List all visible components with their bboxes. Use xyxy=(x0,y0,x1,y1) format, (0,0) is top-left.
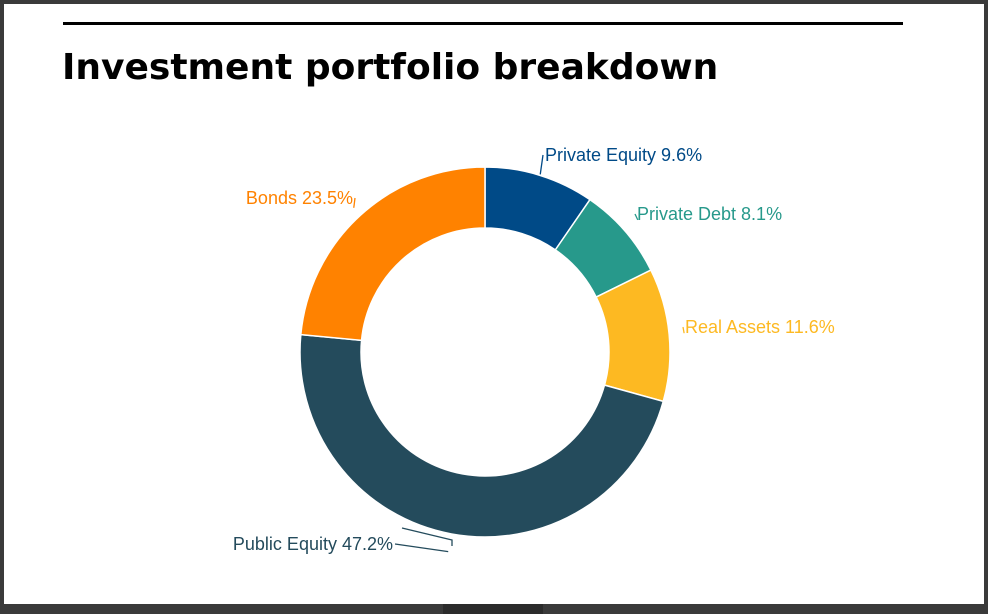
leader-line-private-debt xyxy=(634,213,639,221)
slice-label-bonds: Bonds 23.5% xyxy=(246,188,353,208)
chart-frame: Investment portfolio breakdown Private E… xyxy=(4,4,984,604)
leader-bracket-public-equity xyxy=(401,527,453,546)
leader-line-private-equity xyxy=(539,154,544,175)
leader-line-bonds xyxy=(353,197,356,208)
labels-group: Private Equity 9.6% Private Debt 8.1% Real… xyxy=(233,145,835,554)
slice-public-equity xyxy=(299,333,665,538)
leader-line-public-equity xyxy=(394,543,449,553)
chart-title: Investment portfolio breakdown xyxy=(62,47,719,88)
donut-chart: Private Equity 9.6% Private Debt 8.1% Real… xyxy=(233,145,835,554)
slice-label-public-equity: Public Equity 47.2% xyxy=(233,534,393,554)
window-bottom-tab xyxy=(443,604,543,614)
slice-label-real-assets: Real Assets 11.6% xyxy=(685,317,835,337)
slice-label-private-debt: Private Debt 8.1% xyxy=(637,204,782,224)
slice-bonds xyxy=(300,166,486,342)
slice-label-private-equity: Private Equity 9.6% xyxy=(545,145,702,165)
top-rule xyxy=(63,22,903,25)
leader-line-real-assets xyxy=(682,326,685,334)
slices-group xyxy=(299,166,671,538)
